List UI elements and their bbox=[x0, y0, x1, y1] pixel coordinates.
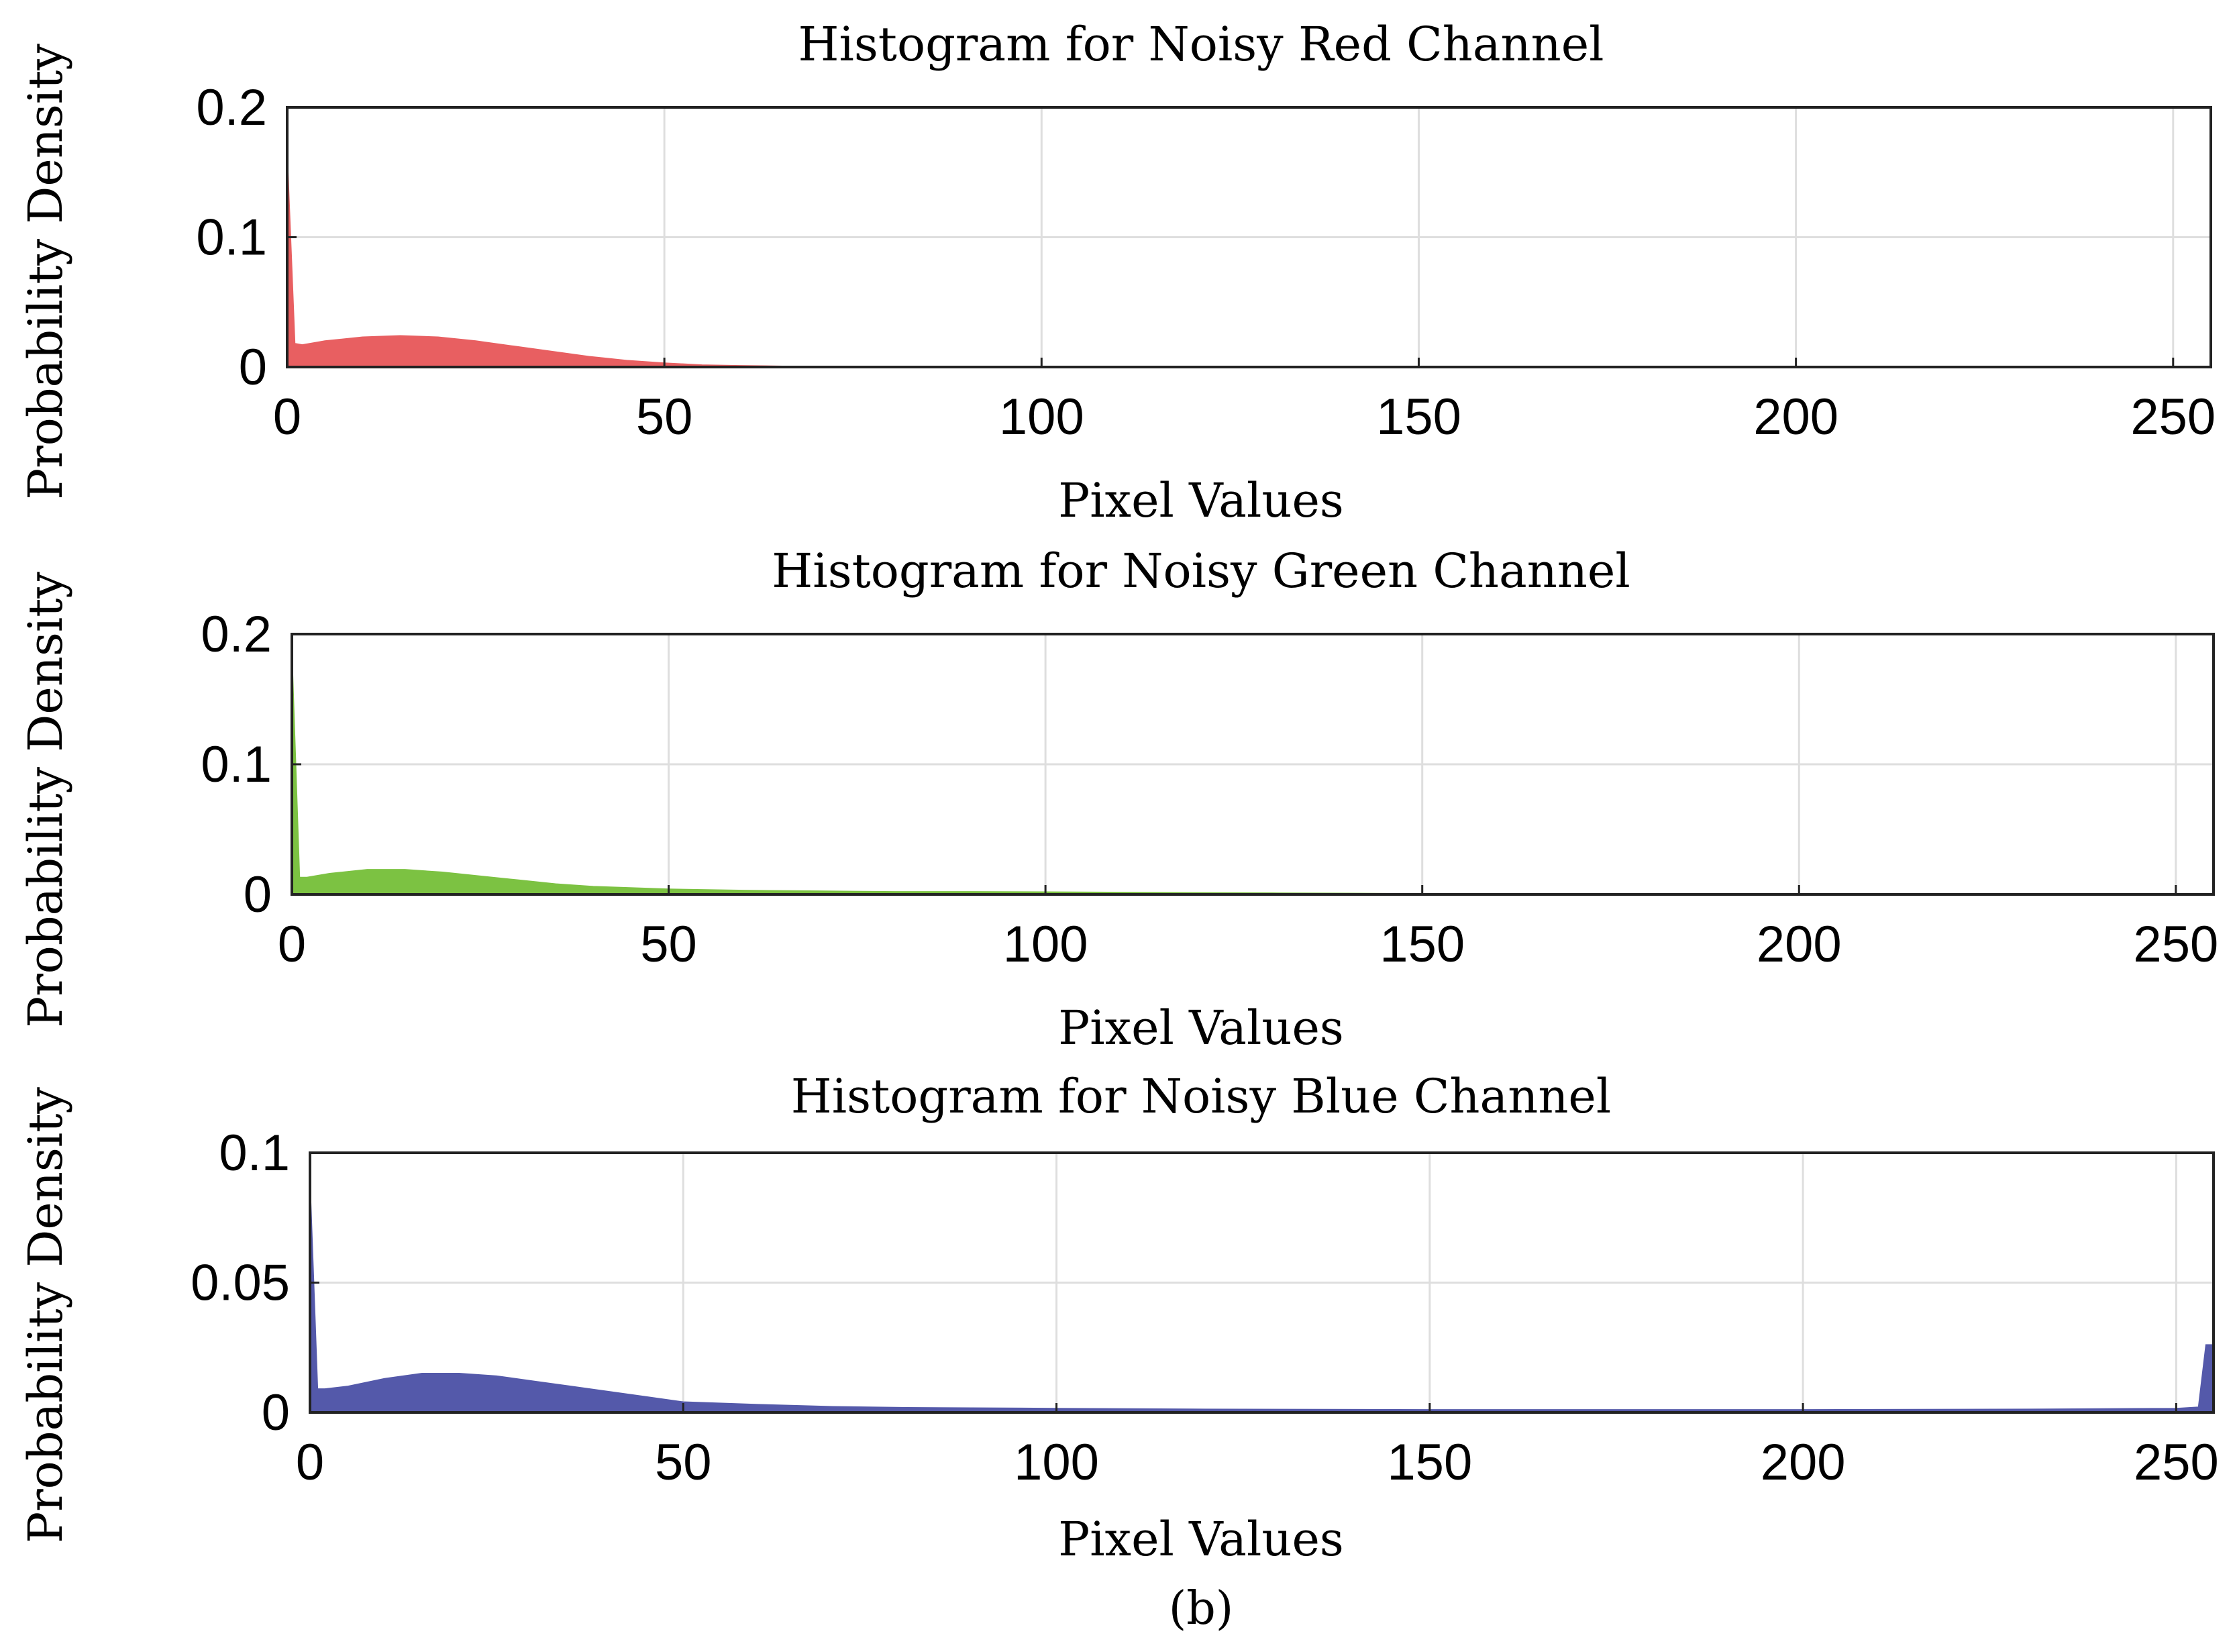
blue-y-tick-label-0: 0 bbox=[262, 1384, 290, 1441]
red-x-tick-label-4: 200 bbox=[1753, 389, 1838, 446]
red-y-tick-label-1: 0.1 bbox=[196, 209, 267, 266]
green-y-tick-label-2: 0.2 bbox=[201, 606, 272, 663]
blue-histogram-area bbox=[309, 1184, 2214, 1413]
blue-x-tick-label-4: 200 bbox=[1761, 1434, 1846, 1491]
blue-y-tick-label-1: 0.05 bbox=[191, 1255, 290, 1312]
blue-x-tick-label-1: 50 bbox=[655, 1434, 712, 1491]
blue-channel-ylabel: Probability Density bbox=[18, 1087, 73, 1543]
blue-x-tick-label-5: 250 bbox=[2134, 1434, 2219, 1491]
green-x-tick-label-4: 200 bbox=[1757, 916, 1842, 973]
blue-x-tick-label-3: 150 bbox=[1387, 1434, 1472, 1491]
blue-x-tick-label-0: 0 bbox=[296, 1434, 324, 1491]
green-channel-ylabel: Probability Density bbox=[18, 572, 73, 1028]
red-x-tick-label-2: 100 bbox=[999, 389, 1084, 446]
blue-channel-title: Histogram for Noisy Blue Channel bbox=[791, 1069, 1611, 1124]
blue-channel-xlabel: Pixel Values bbox=[1058, 1512, 1344, 1567]
red-x-tick-label-1: 50 bbox=[636, 389, 693, 446]
red-x-tick-label-3: 150 bbox=[1376, 389, 1461, 446]
green-x-tick-label-5: 250 bbox=[2133, 916, 2218, 973]
blue-channel-panel: Histogram for Noisy Blue Channel Probabi… bbox=[18, 1069, 2219, 1567]
blue-channel-series bbox=[309, 1184, 2214, 1413]
blue-channel-x-ticks: 0 50 100 150 200 250 bbox=[296, 1403, 2219, 1491]
green-channel-x-ticks: 0 50 100 150 200 250 bbox=[278, 885, 2218, 973]
green-channel-title: Histogram for Noisy Green Channel bbox=[772, 544, 1630, 599]
red-channel-x-ticks: 0 50 100 150 200 250 bbox=[273, 358, 2216, 446]
green-y-tick-label-1: 0.1 bbox=[201, 736, 272, 793]
green-x-tick-label-2: 100 bbox=[1003, 916, 1088, 973]
green-x-tick-label-3: 150 bbox=[1380, 916, 1465, 973]
blue-y-tick-label-2: 0.1 bbox=[219, 1125, 290, 1182]
green-x-tick-label-1: 50 bbox=[640, 916, 697, 973]
red-x-tick-label-5: 250 bbox=[2130, 389, 2216, 446]
blue-channel-y-ticks: 0 0.05 0.1 bbox=[191, 1125, 319, 1441]
green-channel-xlabel: Pixel Values bbox=[1058, 1000, 1344, 1055]
green-channel-panel: Histogram for Noisy Green Channel Probab… bbox=[18, 544, 2218, 1055]
blue-x-tick-label-2: 100 bbox=[1014, 1434, 1099, 1491]
red-channel-ylabel: Probability Density bbox=[18, 44, 73, 500]
red-channel-panel: Histogram for Noisy Red Channel Probabil… bbox=[18, 17, 2216, 528]
green-y-tick-label-0: 0 bbox=[244, 866, 272, 923]
red-y-tick-label-0: 0 bbox=[239, 339, 267, 396]
red-channel-title: Histogram for Noisy Red Channel bbox=[798, 17, 1604, 72]
green-channel-y-ticks: 0 0.1 0.2 bbox=[201, 606, 301, 923]
green-x-tick-label-0: 0 bbox=[278, 916, 306, 973]
red-x-tick-label-0: 0 bbox=[273, 389, 301, 446]
red-channel-y-ticks: 0 0.1 0.2 bbox=[196, 79, 297, 396]
red-channel-xlabel: Pixel Values bbox=[1058, 473, 1344, 528]
figure-caption: (b) bbox=[1169, 1582, 1234, 1635]
red-y-tick-label-2: 0.2 bbox=[196, 79, 267, 136]
